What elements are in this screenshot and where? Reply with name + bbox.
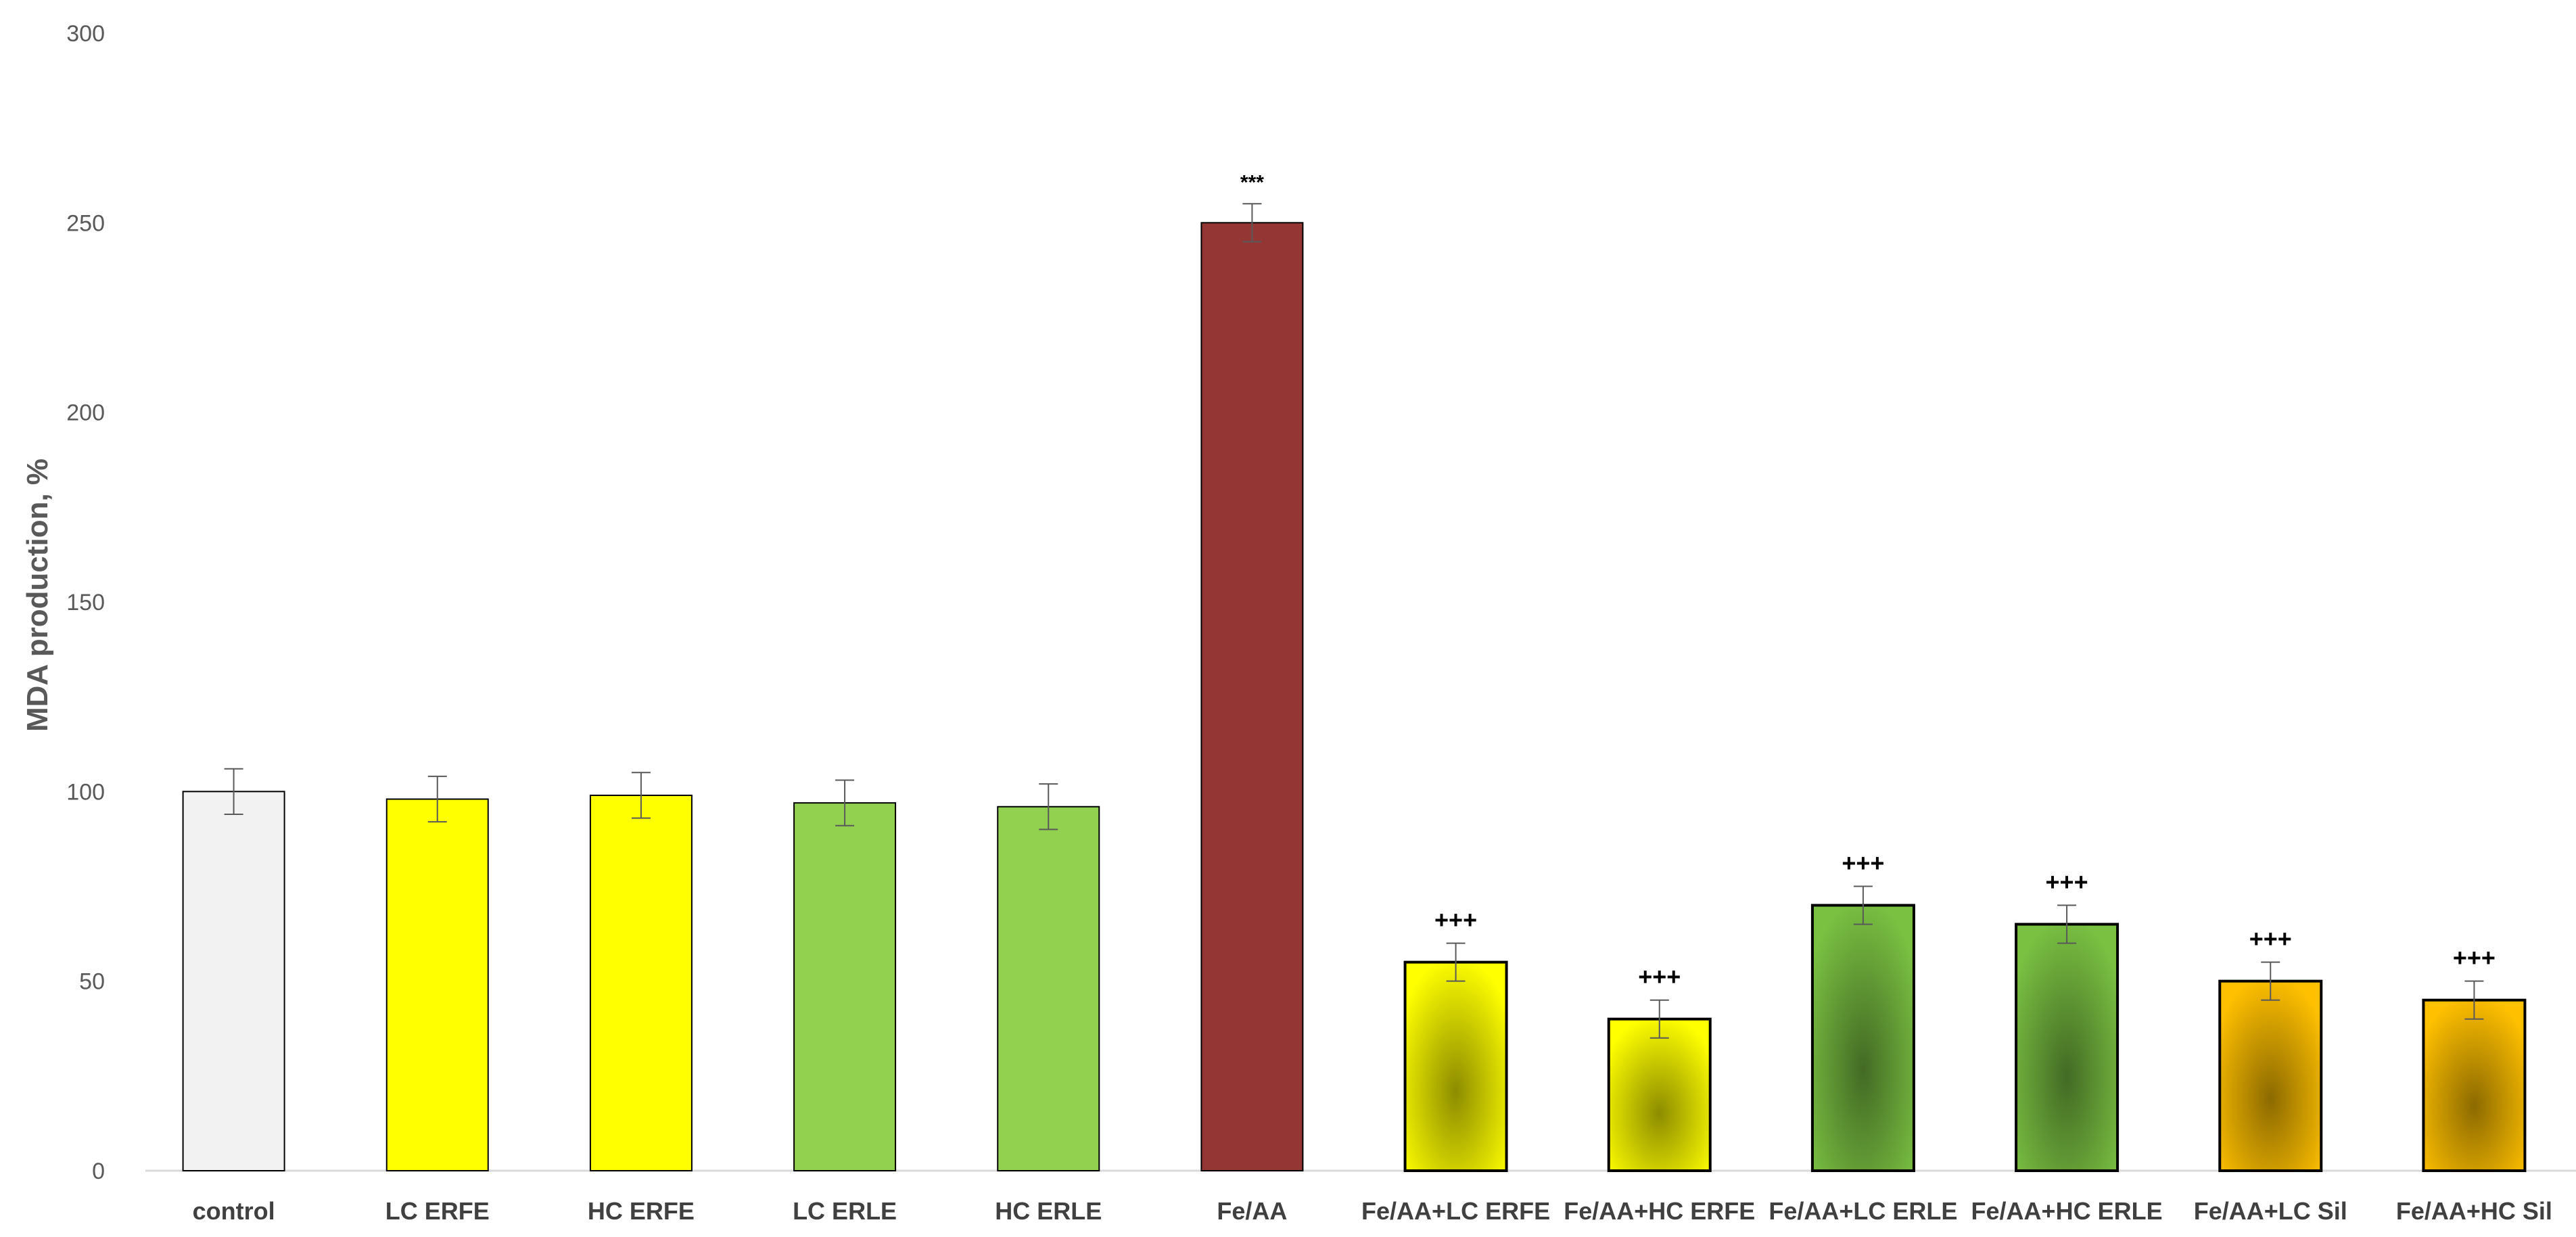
y-axis-ticks: 0 50 100 150 200 250 300 <box>66 21 105 1184</box>
bar <box>1607 1017 1712 1172</box>
category-label: LC ERLE <box>793 1197 897 1225</box>
category-label: Fe/AA+HC ERFE <box>1564 1197 1755 1225</box>
significance-label: +++ <box>1842 849 1884 877</box>
category-label: Fe/AA+HC ERLE <box>1971 1197 2163 1225</box>
category-label: Fe/AA+HC Sil <box>2396 1197 2552 1225</box>
bar <box>1810 904 1915 1172</box>
bar <box>793 802 897 1171</box>
significance-label: +++ <box>2249 925 2292 953</box>
bars-group <box>182 222 2527 1172</box>
y-tick-label: 200 <box>66 400 105 426</box>
bar <box>997 806 1100 1171</box>
category-label: Fe/AA <box>1217 1197 1287 1225</box>
significance-label: +++ <box>1434 906 1477 934</box>
y-tick-label: 100 <box>66 779 105 805</box>
y-axis-title: MDA production, % <box>21 459 54 732</box>
category-label: LC ERFE <box>385 1197 490 1225</box>
significance-label: *** <box>1240 171 1264 193</box>
y-tick-label: 0 <box>92 1159 105 1184</box>
y-tick-label: 50 <box>79 969 105 995</box>
significance-labels: *** +++ +++ +++ +++ +++ +++ <box>1240 171 2496 990</box>
significance-label: +++ <box>2453 944 2496 972</box>
y-tick-label: 250 <box>66 210 105 236</box>
bar <box>2015 923 2120 1172</box>
significance-label: +++ <box>2046 868 2088 896</box>
bar <box>1403 960 1508 1172</box>
y-tick-label: 150 <box>66 590 105 615</box>
error-bars-group <box>224 203 2484 1039</box>
significance-label: +++ <box>1638 963 1681 991</box>
bar <box>2422 998 2527 1172</box>
bar <box>182 791 285 1172</box>
bar <box>589 794 693 1171</box>
category-label: Fe/AA+LC Sil <box>2194 1197 2347 1225</box>
bar <box>2218 979 2323 1172</box>
bar <box>1200 222 1304 1171</box>
category-label: Fe/AA+LC ERLE <box>1769 1197 1957 1225</box>
category-label: HC ERLE <box>995 1197 1102 1225</box>
bar <box>385 798 489 1171</box>
category-labels: control LC ERFE HC ERFE LC ERLE HC ERLE Fe/AA… <box>193 1197 2552 1225</box>
category-label: HC ERFE <box>588 1197 695 1225</box>
category-label: control <box>193 1197 275 1225</box>
category-label: Fe/AA+LC ERFE <box>1361 1197 1550 1225</box>
y-tick-label: 300 <box>66 21 105 47</box>
